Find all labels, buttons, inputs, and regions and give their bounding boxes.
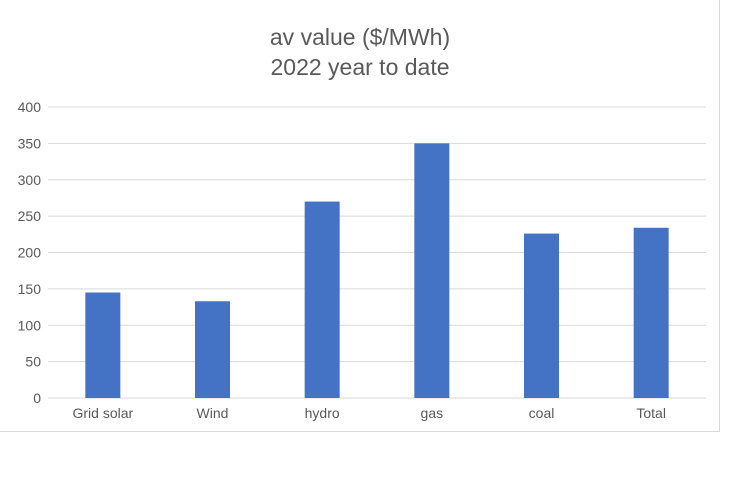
bar-gas — [414, 143, 450, 398]
y-tick-label: 300 — [18, 172, 42, 188]
x-tick-label: Grid solar — [72, 405, 133, 421]
y-tick-label: 400 — [18, 99, 42, 115]
x-tick-label: gas — [421, 405, 444, 421]
chart-area: av value ($/MWh) 2022 year to date 0 50 10… — [0, 0, 720, 432]
chart-title: av value ($/MWh) 2022 year to date — [0, 22, 720, 82]
y-tick-label: 350 — [18, 135, 42, 151]
y-tick-label: 50 — [25, 354, 41, 370]
y-tick-label: 200 — [18, 245, 42, 261]
chart-title-line1: av value ($/MWh) — [269, 24, 451, 50]
x-tick-label: hydro — [305, 405, 340, 421]
bar-grid-solar — [85, 292, 121, 398]
chart-title-line2: 2022 year to date — [270, 54, 450, 80]
bar-total — [633, 227, 669, 398]
bar-hydro — [304, 201, 340, 398]
x-tick-label: Wind — [197, 405, 229, 421]
y-tick-label: 250 — [18, 208, 42, 224]
bar-coal — [524, 233, 559, 398]
y-tick-label: 150 — [18, 281, 42, 297]
x-tick-label: Total — [636, 405, 666, 421]
x-tick-label: coal — [529, 405, 555, 421]
bar-chart: 0 50 100 150 200 250 300 350 400 Grid solar Wind hy… — [18, 99, 706, 421]
bar-wind — [195, 301, 230, 398]
y-tick-label: 0 — [33, 390, 41, 406]
y-tick-label: 100 — [18, 317, 42, 333]
